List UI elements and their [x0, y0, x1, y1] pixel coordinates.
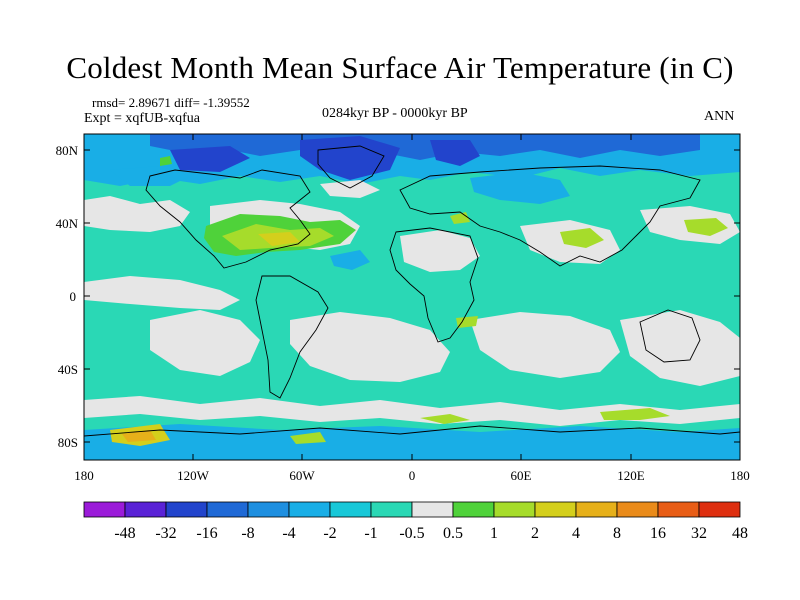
stats-text: rmsd= 2.89671 diff= -1.39552: [92, 95, 250, 110]
colorbar-swatch: [452, 501, 495, 518]
colorbar: -48 -32 -16 -8 -4 -2 -1 -0.5 0.5 1 2 4 8 16 32 48: [83, 501, 748, 542]
colorbar-swatch: [657, 501, 700, 518]
antarctica-warm-east: [600, 408, 670, 420]
lon-label-180w: 180: [74, 468, 94, 483]
experiment-label: Expt = xqfUB-xqfua: [84, 111, 200, 126]
lon-label-60e: 60E: [511, 468, 532, 483]
australia-coast: [639, 309, 701, 363]
lat-label-40s: 40S: [58, 362, 78, 377]
southern-africa-warm: [456, 316, 478, 328]
eastern-pacific-neutral: [84, 276, 240, 310]
colorbar-label: 2: [531, 525, 539, 542]
colorbar-label: -8: [241, 525, 254, 542]
lat-label-80s: 80S: [58, 435, 78, 450]
period-label: 0284kyr BP - 0000kyr BP: [322, 106, 468, 121]
lon-label-180e: 180: [730, 468, 750, 483]
colorbar-swatch: [534, 501, 577, 518]
colorbar-label: -0.5: [399, 525, 424, 542]
lon-label-120e: 120E: [617, 468, 645, 483]
colorbar-swatch: [165, 501, 208, 518]
antarctica-warm-core: [122, 430, 156, 442]
colorbar-swatch: [575, 501, 618, 518]
lat-label-0: 0: [70, 289, 77, 304]
north-america-coast: [145, 169, 311, 269]
pacific-warm: [684, 218, 728, 236]
colorbar-label: -16: [196, 525, 217, 542]
colorbar-swatch: [288, 501, 331, 518]
colorbar-swatch: [370, 501, 413, 518]
colorbar-swatch: [698, 501, 741, 518]
anomaly-field: [84, 134, 740, 460]
antarctica-warm-south: [290, 432, 326, 444]
australia-neutral: [620, 310, 740, 386]
colorbar-label: 1: [490, 525, 498, 542]
eurasia-cold: [470, 172, 570, 204]
arctic-neutral-patch: [320, 180, 380, 198]
colorbar-label: 8: [613, 525, 621, 542]
south-america-coast: [255, 275, 329, 399]
colorbar-label: 32: [691, 525, 707, 542]
coastlines: [84, 145, 740, 437]
colorbar-label: -32: [155, 525, 176, 542]
south-atlantic-cold: [330, 250, 370, 270]
lon-label-0: 0: [409, 468, 416, 483]
siberia-cold: [430, 140, 480, 166]
colorbar-label: -2: [323, 525, 336, 542]
colorbar-label: -1: [364, 525, 377, 542]
colorbar-swatch: [411, 501, 454, 518]
lat-label-40n: 40N: [56, 216, 79, 231]
colorbar-swatch: [616, 501, 659, 518]
southern-ocean-neutral: [84, 396, 740, 426]
colorbar-swatch: [329, 501, 372, 518]
north-america-warmest: [258, 232, 300, 246]
lon-label-60w: 60W: [289, 468, 315, 483]
arctic-deep-band: [150, 134, 700, 160]
map-title: Coldest Month Mean Surface Air Temperatu…: [66, 50, 734, 85]
colorbar-label: -4: [282, 525, 295, 542]
greenland-coast: [317, 145, 385, 189]
greenland-cold: [300, 136, 400, 180]
colorbar-swatch: [83, 501, 126, 518]
colorbar-swatch: [493, 501, 536, 518]
antarctica-warm-central: [420, 414, 470, 424]
latitude-axis: 80N 40N 0 40S 80S: [56, 143, 740, 450]
lat-label-80n: 80N: [56, 143, 79, 158]
south-atlantic-neutral: [290, 312, 450, 382]
eurasia-coast: [399, 165, 701, 267]
colorbar-swatch: [247, 501, 290, 518]
colorbar-label: 16: [650, 525, 666, 542]
north-pacific-neutral: [84, 196, 190, 232]
colorbar-label: 48: [732, 525, 748, 542]
south-pacific-neutral: [150, 310, 260, 376]
africa-neutral: [400, 230, 480, 272]
asia-warm: [560, 228, 604, 248]
africa-coast: [389, 227, 479, 343]
lon-label-120w: 120W: [177, 468, 210, 483]
canada-cold: [170, 146, 250, 172]
arctic-warm: [160, 156, 172, 166]
colorbar-label: 4: [572, 525, 580, 542]
colorbar-label: 0.5: [443, 525, 463, 542]
antarctica-coast: [84, 425, 740, 437]
colorbar-label: -48: [114, 525, 135, 542]
colorbar-swatch: [124, 501, 167, 518]
indian-ocean-neutral: [470, 312, 620, 378]
colorbar-swatch: [206, 501, 249, 518]
season-label: ANN: [704, 109, 735, 124]
longitude-axis: 180 120W 60W 0 60E 120E 180: [74, 134, 750, 483]
